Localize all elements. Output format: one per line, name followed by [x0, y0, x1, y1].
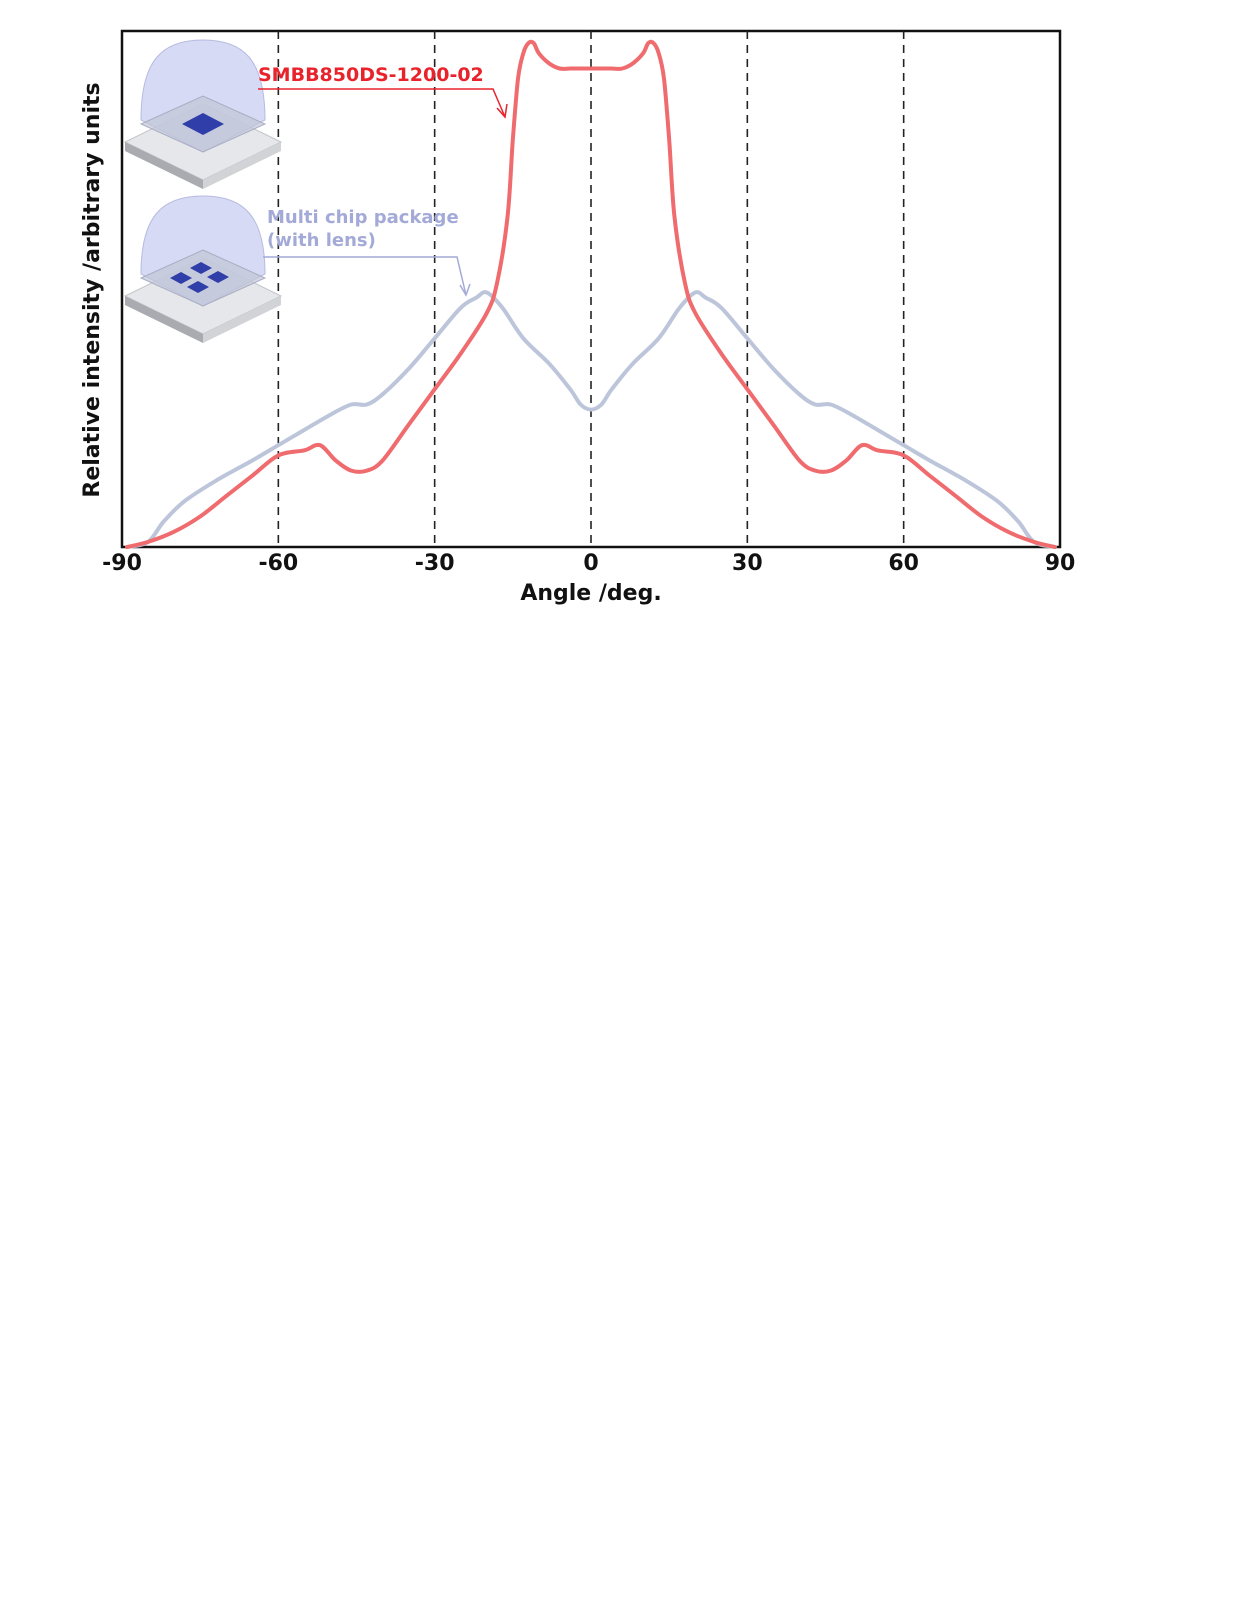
intensity-angle-chart: SMBB850DS-1200-02 Multi chip package (wi… — [80, 29, 1075, 606]
x-axis-title: Angle /deg. — [520, 581, 661, 606]
annotation-blue-label-line2: (with lens) — [267, 230, 376, 251]
gridlines — [277, 31, 905, 547]
single-chip-package-icon — [123, 39, 283, 189]
annotation-red: SMBB850DS-1200-02 — [258, 64, 508, 119]
annotation-blue-leader — [263, 256, 467, 296]
x-tick-label: -30 — [415, 551, 455, 576]
annotation-red-leader — [258, 88, 506, 118]
x-tick-label: -90 — [102, 551, 142, 576]
x-tick-label: 90 — [1045, 551, 1076, 576]
annotation-blue: Multi chip package (with lens) — [263, 207, 471, 297]
multi-chip-package-icon — [123, 195, 283, 343]
chip-square — [182, 113, 224, 135]
x-tick-label: 60 — [888, 551, 919, 576]
annotation-red-label: SMBB850DS-1200-02 — [258, 64, 484, 86]
series-lines — [125, 39, 1057, 549]
x-tick-labels: -90 -60 -30 0 30 60 90 — [102, 551, 1075, 576]
y-axis-title: Relative intensity /arbitrary units — [80, 82, 105, 497]
series-line-multi-chip — [125, 290, 1057, 549]
x-tick-label: 30 — [732, 551, 763, 576]
x-tick-label: 0 — [583, 551, 598, 576]
series-line-smbb850ds — [125, 39, 1057, 549]
x-tick-label: -60 — [258, 551, 298, 576]
annotation-blue-label-line1: Multi chip package — [267, 207, 459, 228]
